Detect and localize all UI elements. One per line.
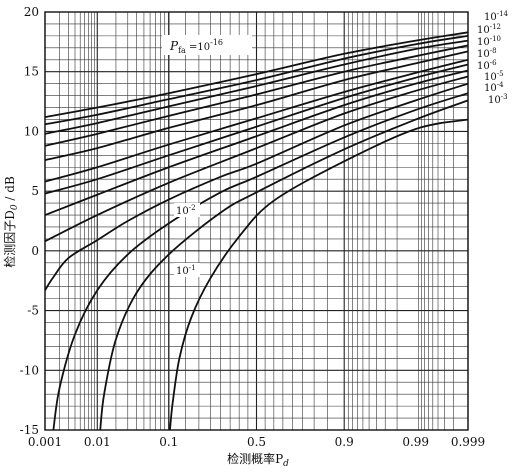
svg-text:10-1: 10-1 xyxy=(176,264,196,277)
curve-series-7 xyxy=(44,63,469,195)
curve-label-6: 10-5 xyxy=(484,70,504,83)
y-tick-label: 0 xyxy=(31,244,39,258)
curve-label-2: 10-12 xyxy=(477,23,501,36)
y-tick-label: 5 xyxy=(31,184,39,198)
curves xyxy=(44,31,469,431)
curve-series-2 xyxy=(44,35,469,126)
curve-series-10 xyxy=(44,82,469,291)
x-tick-label: 0.9 xyxy=(335,435,354,449)
curve-series-1 xyxy=(44,31,469,118)
curve-series-9 xyxy=(44,75,469,243)
x-tick-label: 0.999 xyxy=(451,435,485,449)
pfa-label: Pfa =10-16 xyxy=(169,38,223,55)
x-tick-label: 0.001 xyxy=(28,435,62,449)
curve-label-9: 10-2 xyxy=(174,203,200,217)
pfa-annotation: Pfa =10-16 xyxy=(162,35,252,55)
y-axis-label-sub: 0 xyxy=(10,204,20,210)
curve-series-13 xyxy=(169,118,469,431)
y-tick-label: 15 xyxy=(24,65,39,79)
pfa-label-value: =10 xyxy=(186,42,210,53)
y-axis-ticks: -15 -10 -5 0 5 10 15 20 xyxy=(20,5,39,437)
y-tick-label: 20 xyxy=(24,5,39,19)
svg-text:10-10: 10-10 xyxy=(477,35,501,48)
x-tick-label: 0.01 xyxy=(84,435,111,449)
pfa-label-exp: -16 xyxy=(210,38,223,47)
svg-text:10-4: 10-4 xyxy=(484,81,504,94)
x-axis-ticks: 0.001 0.01 0.1 0.5 0.9 0.99 0.999 xyxy=(28,435,485,449)
curve-label-10: 10-1 xyxy=(174,263,200,277)
curve-series-8 xyxy=(44,69,469,216)
plot-frame xyxy=(44,11,469,431)
pfa-label-sub: fa xyxy=(178,46,186,55)
y-tick-label: 10 xyxy=(24,124,39,138)
x-tick-label: 0.99 xyxy=(402,435,429,449)
grid xyxy=(44,11,469,431)
svg-text:10-2: 10-2 xyxy=(176,204,196,217)
y-tick-label: -15 xyxy=(20,423,39,437)
svg-text:10-5: 10-5 xyxy=(484,70,504,83)
y-tick-label: -5 xyxy=(27,304,39,318)
y-axis-label-unit: / dB xyxy=(3,176,17,204)
svg-text:10-3: 10-3 xyxy=(488,93,508,106)
pfa-annotation-background xyxy=(162,35,252,55)
curve-series-5 xyxy=(44,50,469,161)
curve-series-12 xyxy=(99,99,469,431)
curve-label-8: 10-3 xyxy=(488,93,508,106)
svg-text:10-12: 10-12 xyxy=(477,23,501,36)
curve-label-3: 10-10 xyxy=(477,35,501,48)
y-tick-label: -10 xyxy=(20,363,39,377)
x-tick-label: 0.5 xyxy=(247,435,266,449)
x-tick-label: 0.1 xyxy=(159,435,178,449)
svg-text:10-14: 10-14 xyxy=(484,10,509,23)
x-axis-label: 检测概率Pd xyxy=(227,451,289,469)
curve-label-4: 10-8 xyxy=(477,47,497,60)
curve-series-6 xyxy=(44,58,469,183)
curve-series-3 xyxy=(44,39,469,135)
curve-label-5: 10-6 xyxy=(477,59,497,72)
curve-series-4 xyxy=(44,44,469,147)
svg-text:10-8: 10-8 xyxy=(477,47,497,60)
svg-text:10-6: 10-6 xyxy=(477,59,497,72)
curve-label-1: 10-14 xyxy=(484,10,509,23)
x-axis-label-sub: d xyxy=(283,459,289,469)
curve-series-11 xyxy=(52,92,469,431)
y-axis-label: 检测因子D0 / dB xyxy=(2,176,20,268)
curve-label-7: 10-4 xyxy=(484,81,504,94)
